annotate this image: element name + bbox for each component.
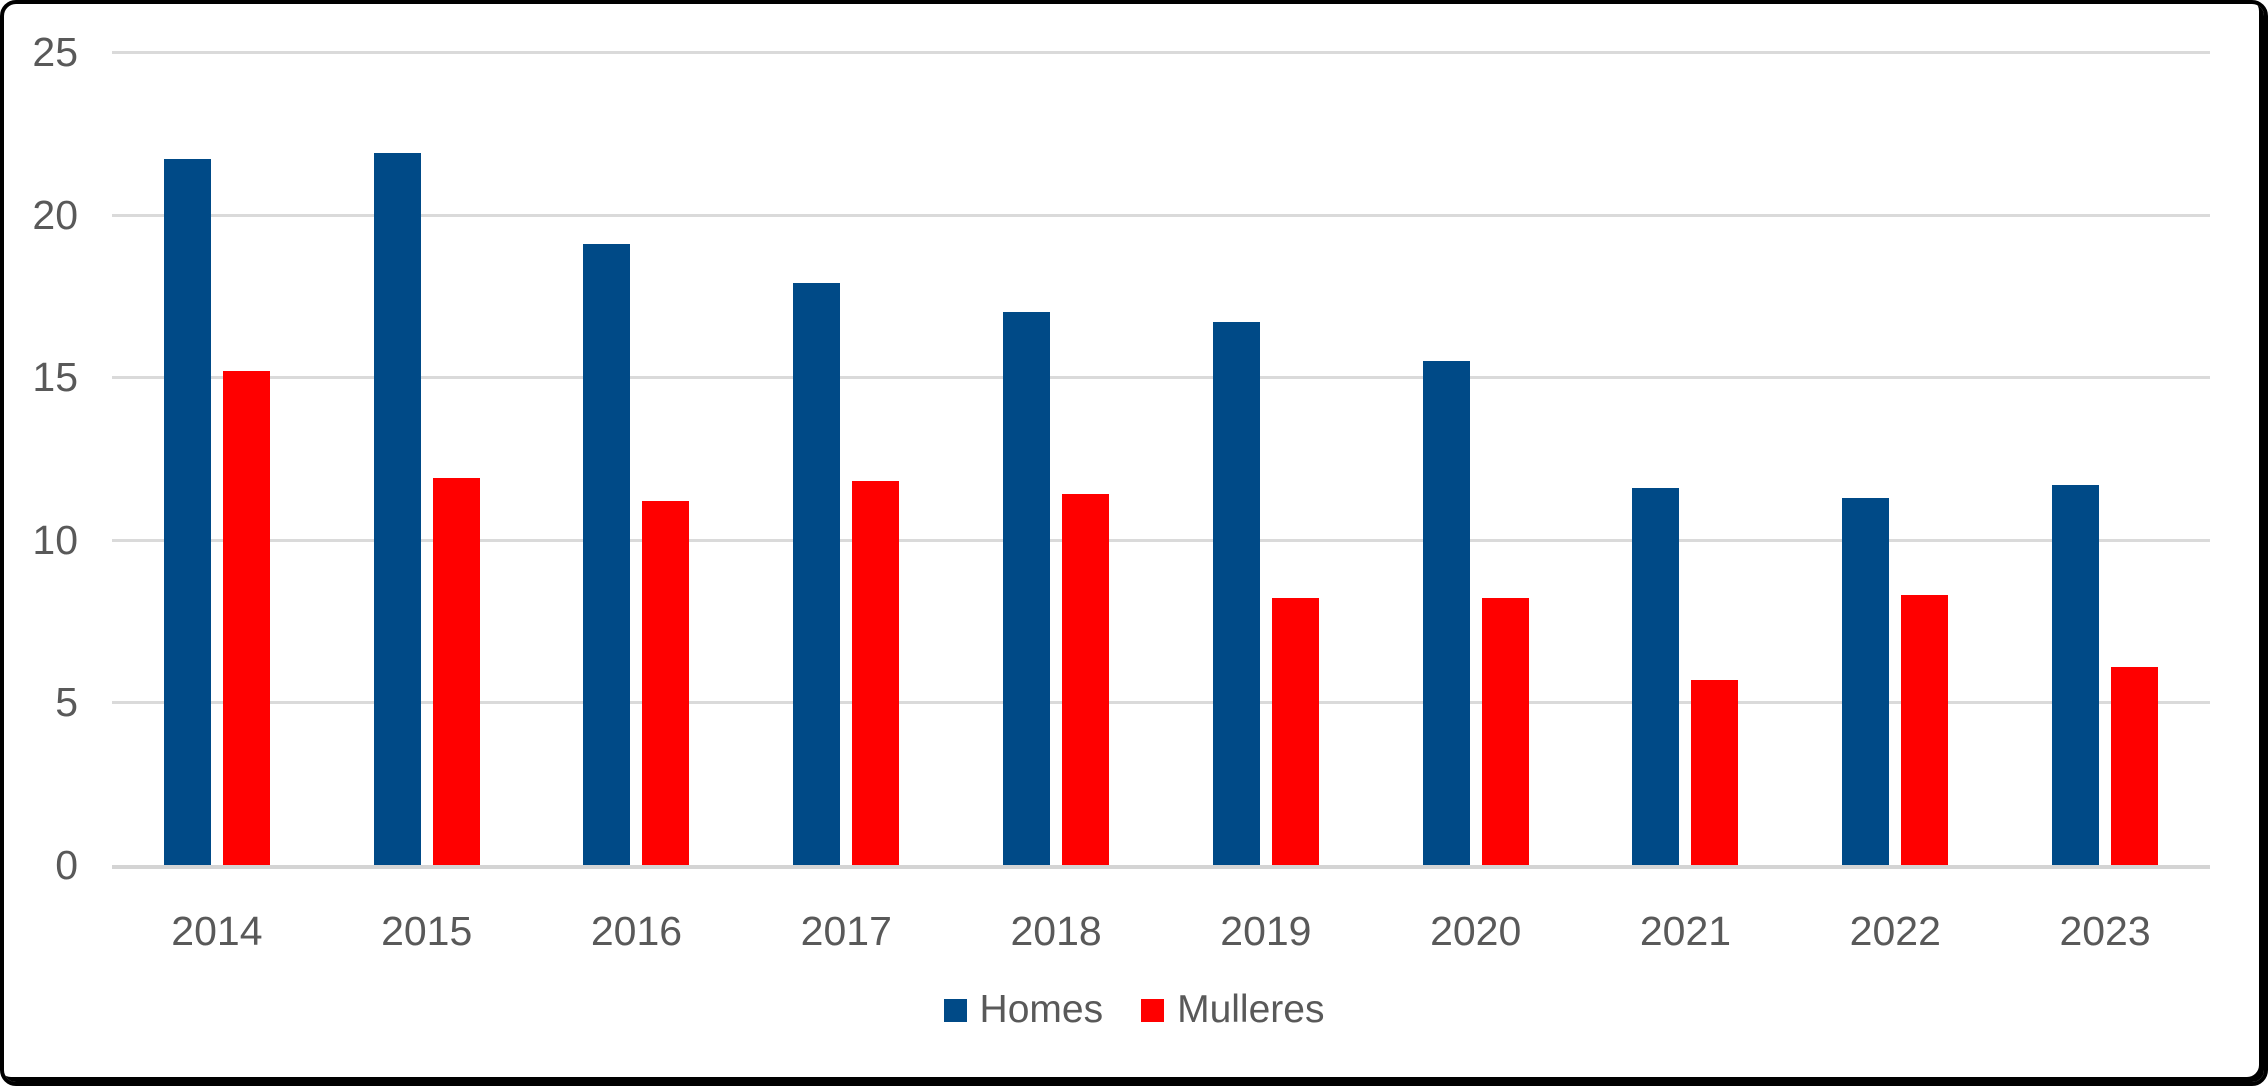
x-tick-label-2014: 2014 <box>171 908 263 954</box>
bar-group-2023 <box>2000 52 2210 865</box>
bar-mulleres-2018 <box>1062 494 1110 865</box>
x-tick-label-2020: 2020 <box>1430 908 1522 954</box>
bar-mulleres-2023 <box>2111 666 2159 865</box>
bar-homes-2017 <box>793 282 841 865</box>
bar-homes-2020 <box>1422 360 1470 865</box>
x-tick-label-2017: 2017 <box>800 908 892 954</box>
gridline-10 <box>112 538 2210 542</box>
bar-groups <box>112 52 2210 865</box>
legend-swatch-mulleres <box>1141 998 1165 1022</box>
bar-homes-2016 <box>583 243 631 865</box>
bar-homes-2018 <box>1003 312 1051 865</box>
y-tick-label-20: 20 <box>32 191 78 238</box>
bar-homes-2014 <box>163 159 211 865</box>
bar-group-2020 <box>1371 52 1581 865</box>
gridline-5 <box>112 701 2210 705</box>
bar-group-2016 <box>532 52 742 865</box>
y-tick-label-10: 10 <box>32 516 78 563</box>
bar-homes-2022 <box>1842 497 1890 865</box>
gridline-25 <box>112 51 2210 54</box>
x-tick-label-2018: 2018 <box>1010 908 1102 954</box>
bar-mulleres-2021 <box>1691 679 1739 865</box>
legend-swatch-homes <box>943 998 967 1022</box>
legend-item-homes: Homes <box>943 988 1104 1032</box>
bar-homes-2023 <box>2052 484 2100 865</box>
plot-area <box>112 51 2210 869</box>
bar-group-2014 <box>112 52 322 865</box>
bar-mulleres-2014 <box>222 370 270 865</box>
bar-group-2017 <box>741 52 951 865</box>
legend-label-homes: Homes <box>979 988 1104 1031</box>
bar-group-2019 <box>1161 52 1371 865</box>
legend-label-mulleres: Mulleres <box>1177 988 1325 1031</box>
bar-homes-2021 <box>1632 487 1680 865</box>
y-tick-label-15: 15 <box>32 354 78 401</box>
x-tick-label-2016: 2016 <box>590 908 683 954</box>
y-tick-label-25: 25 <box>32 29 78 75</box>
gridlines <box>112 51 2210 865</box>
y-tick-label-5: 5 <box>55 679 78 726</box>
bar-mulleres-2015 <box>432 478 480 865</box>
y-tick-label-0: 0 <box>55 842 78 888</box>
bar-homes-2019 <box>1212 321 1260 865</box>
x-tick-label-2019: 2019 <box>1220 908 1312 954</box>
legend-item-mulleres: Mulleres <box>1141 988 1324 1032</box>
x-tick-label-2015: 2015 <box>381 908 473 954</box>
bar-mulleres-2019 <box>1271 598 1319 865</box>
bar-mulleres-2016 <box>642 500 690 865</box>
bar-group-2018 <box>951 52 1161 865</box>
legend: Homes Mulleres <box>0 988 2268 1032</box>
gridline-15 <box>112 376 2210 380</box>
bar-mulleres-2017 <box>852 481 900 865</box>
bar-homes-2015 <box>373 152 421 865</box>
bar-group-2022 <box>1790 52 2000 865</box>
x-tick-label-2023: 2023 <box>2059 908 2151 954</box>
bar-group-2015 <box>322 52 532 865</box>
x-axis: 2014 2015 2016 2017 2018 2019 2020 2021 2022 2023 <box>112 908 2210 955</box>
gridline-20 <box>112 213 2210 217</box>
bar-mulleres-2022 <box>1901 595 1949 865</box>
x-tick-label-2021: 2021 <box>1639 908 1732 954</box>
bar-group-2021 <box>1581 52 1791 865</box>
bar-mulleres-2020 <box>1481 598 1529 865</box>
x-tick-label-2022: 2022 <box>1849 908 1941 954</box>
